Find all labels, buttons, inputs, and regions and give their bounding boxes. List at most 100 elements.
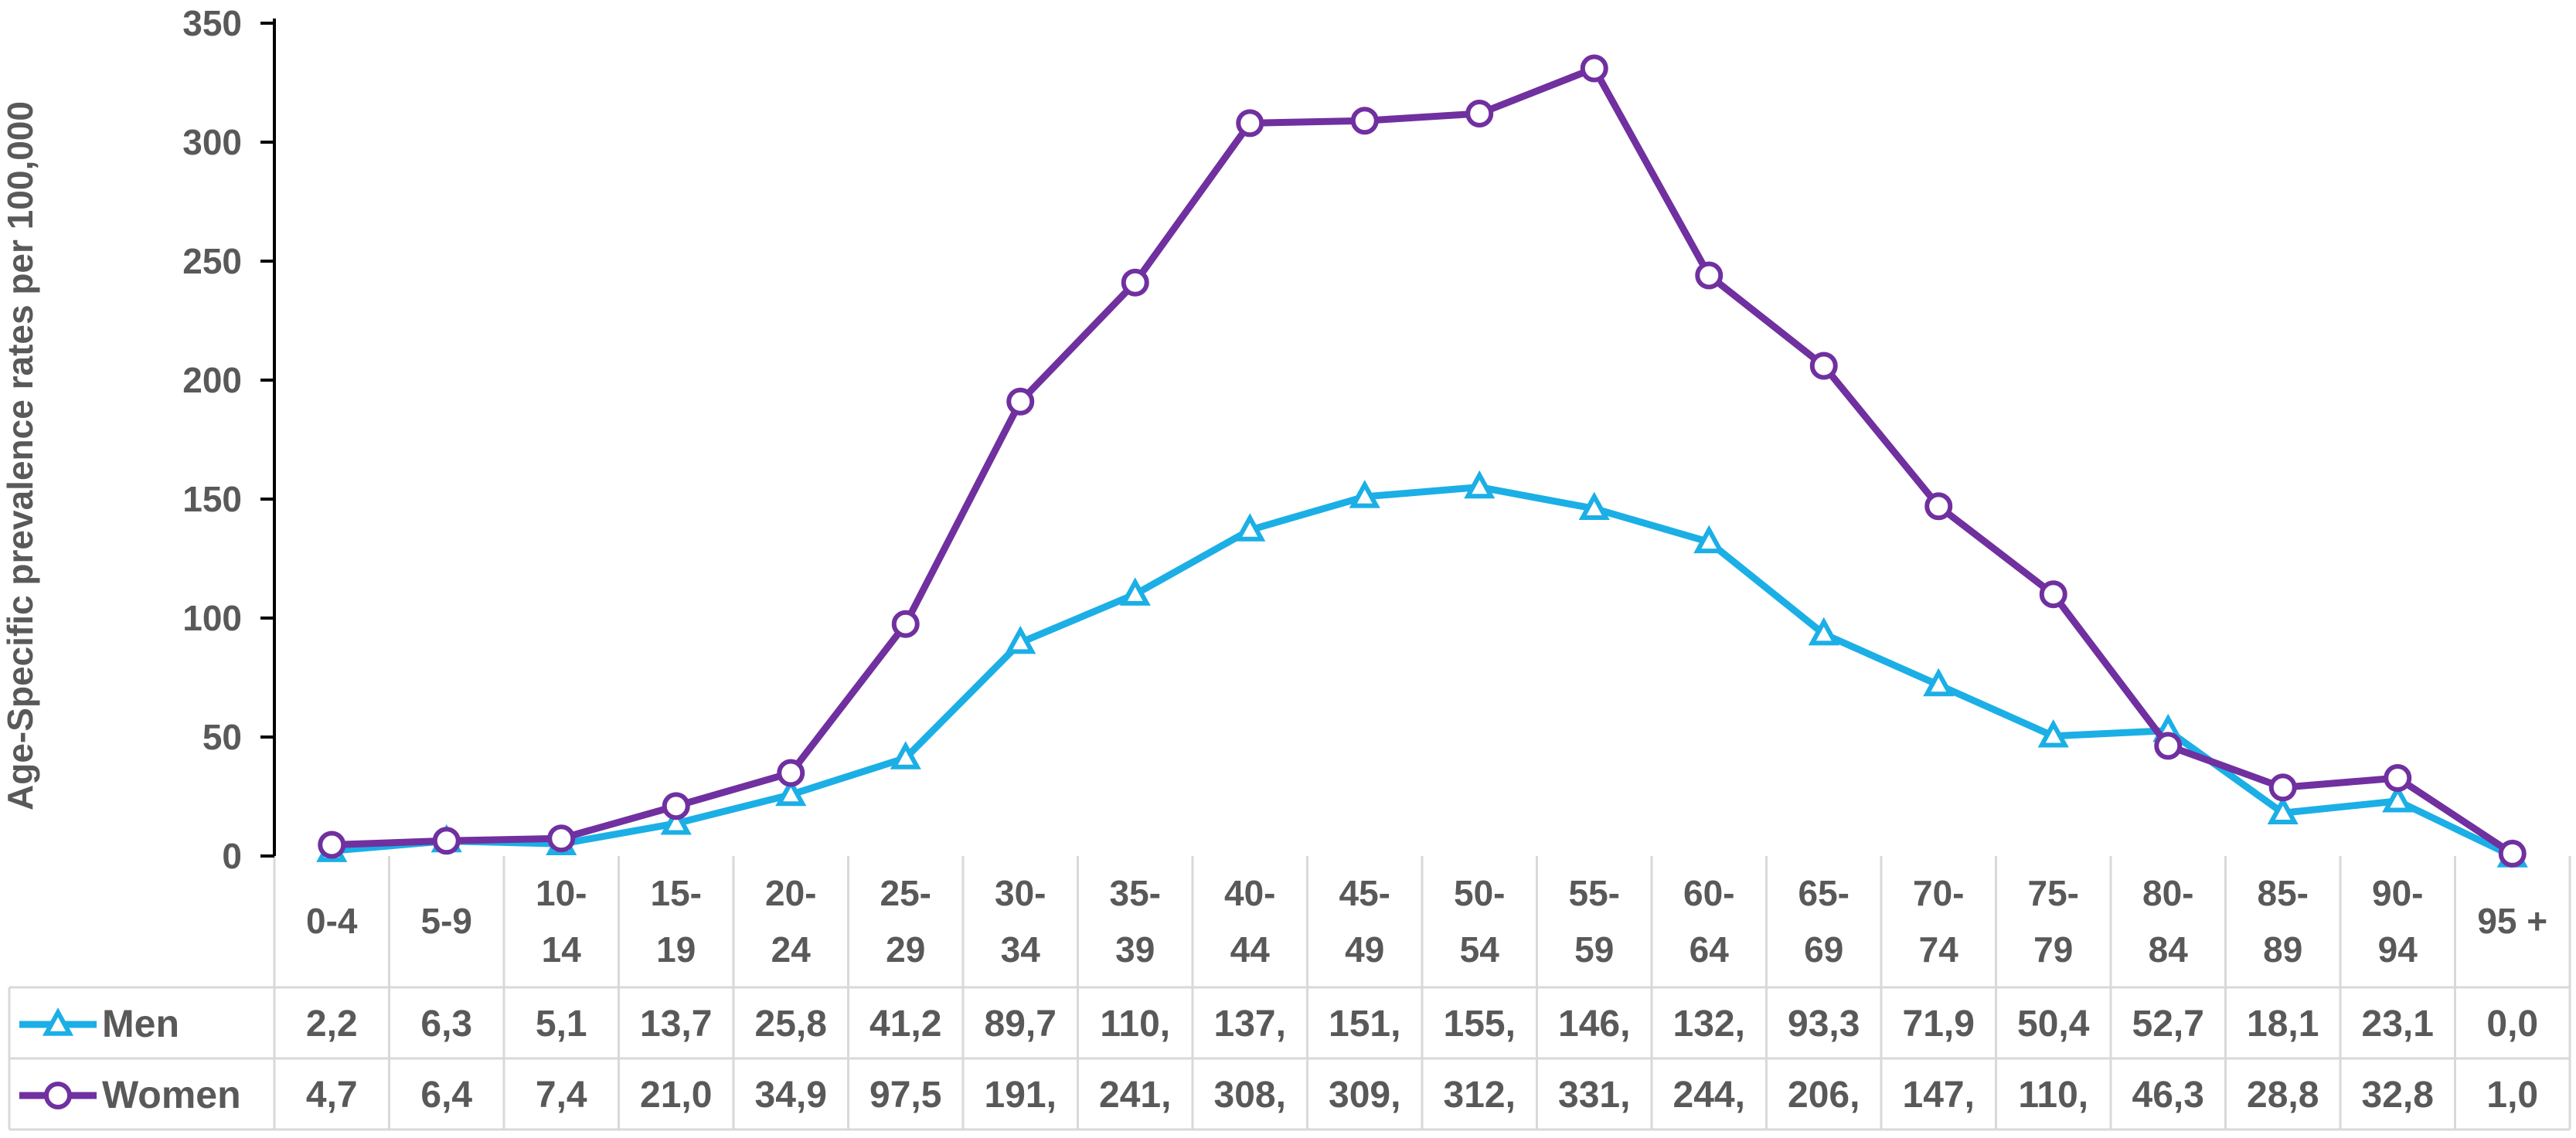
data-point-women <box>1809 352 1838 380</box>
table-cell-value: 32,8 <box>2362 1075 2434 1116</box>
series-line-men <box>328 484 2516 860</box>
data-point-women <box>1695 261 1724 290</box>
table-cell-value: 312, <box>1444 1075 1516 1116</box>
y-tick-label: 100 <box>182 598 242 638</box>
table-cell-value: 41,2 <box>869 1004 941 1045</box>
legend-key-marker <box>44 1082 72 1109</box>
category-label: 64 <box>1690 929 1730 970</box>
y-tick-label: 0 <box>222 836 242 876</box>
category-label: 44 <box>1230 929 1271 970</box>
y-tick-label: 350 <box>182 3 242 43</box>
data-point-men <box>660 806 692 835</box>
data-point-women <box>547 824 576 853</box>
category-label: 59 <box>1574 929 1614 970</box>
data-point-women <box>1121 268 1149 297</box>
category-label: 84 <box>2149 929 2189 970</box>
data-point-women <box>1580 54 1608 83</box>
category-label: 94 <box>2378 929 2418 970</box>
table-cell-value: 244, <box>1673 1075 1745 1116</box>
category-label: 90- <box>2372 873 2423 913</box>
data-point-men <box>2037 718 2069 748</box>
category-label: 75- <box>2028 873 2079 913</box>
category-label: 24 <box>771 929 812 970</box>
table-cell-value: 206, <box>1788 1075 1860 1116</box>
table-cell-value: 6,3 <box>420 1004 472 1045</box>
table-cell-value: 146, <box>1558 1004 1630 1045</box>
data-point-women <box>891 610 920 638</box>
table-cell-value: 28,8 <box>2247 1075 2319 1116</box>
table-cell-value: 137, <box>1214 1004 1286 1045</box>
data-point-women <box>1350 107 1379 135</box>
series-women <box>318 54 2527 868</box>
data-point-women <box>2154 732 2183 760</box>
table-cell-value: 93,3 <box>1788 1004 1860 1045</box>
y-axis-title: Age-Specific prevalence rates per 100,00… <box>0 101 40 810</box>
data-point-women <box>432 827 461 855</box>
category-label: 70- <box>1913 873 1964 913</box>
table-cell-value: 1,0 <box>2486 1075 2538 1116</box>
table-cell-value: 97,5 <box>869 1075 941 1116</box>
category-label: 54 <box>1460 929 1500 970</box>
category-label: 74 <box>1919 929 1959 970</box>
category-label: 19 <box>656 929 696 970</box>
category-label: 60- <box>1683 873 1734 913</box>
data-point-men <box>1119 577 1151 606</box>
data-point-men <box>1349 480 1380 508</box>
table-cell-value: 132, <box>1673 1004 1745 1045</box>
plot-area <box>316 54 2528 868</box>
table-cell-value: 13,7 <box>640 1004 712 1045</box>
table-cell-value: 52,7 <box>2132 1004 2204 1045</box>
data-point-women <box>2039 580 2067 609</box>
table-cell-value: 110, <box>1100 1004 1170 1045</box>
legend-key-marker <box>42 1007 74 1036</box>
table-cell-value: 23,1 <box>2362 1004 2434 1045</box>
series-men <box>316 470 2528 868</box>
table-cell-value: 5,1 <box>536 1004 587 1045</box>
category-label: 65- <box>1798 873 1849 913</box>
category-label: 15- <box>651 873 702 913</box>
table-cell-value: 309, <box>1329 1075 1400 1116</box>
data-point-men <box>775 777 807 807</box>
data-point-men <box>1923 668 1955 697</box>
category-label: 0-4 <box>306 901 358 941</box>
data-point-women <box>777 759 805 787</box>
y-tick-label: 200 <box>182 360 242 400</box>
table-cell-value: 71,9 <box>1903 1004 1975 1045</box>
y-tick-label: 300 <box>182 122 242 162</box>
y-tick-label: 50 <box>202 717 242 757</box>
data-point-women <box>318 831 346 859</box>
category-label: 95 + <box>2477 901 2547 941</box>
data-point-men <box>2382 784 2414 813</box>
table-cell-value: 2,2 <box>306 1004 358 1045</box>
legend-label: Women <box>102 1073 241 1116</box>
table-cell-value: 308, <box>1214 1075 1286 1116</box>
data-point-men <box>1808 617 1839 646</box>
table-cell-value: 7,4 <box>536 1075 587 1116</box>
series-line-women <box>328 65 2516 858</box>
y-tick-label: 150 <box>182 479 242 519</box>
category-label: 30- <box>995 873 1046 913</box>
data-point-men <box>890 741 921 769</box>
table-cell-value: 34,9 <box>755 1075 827 1116</box>
table-cell-value: 191, <box>985 1075 1057 1116</box>
table-cell-value: 18,1 <box>2247 1004 2319 1045</box>
category-label: 39 <box>1115 929 1155 970</box>
category-label: 89 <box>2263 929 2302 970</box>
data-point-women <box>662 792 690 820</box>
table-cell-value: 0,0 <box>2486 1004 2538 1045</box>
table-cell-value: 6,4 <box>420 1075 472 1116</box>
category-label: 45- <box>1339 873 1390 913</box>
table-cell-value: 21,0 <box>640 1075 712 1116</box>
table-cell-value: 155, <box>1444 1004 1516 1045</box>
category-label: 40- <box>1224 873 1275 913</box>
category-label: 14 <box>542 929 582 970</box>
table-cell-value: 331, <box>1558 1075 1630 1116</box>
data-point-women <box>1006 387 1035 416</box>
table-cell-value: 151, <box>1329 1004 1400 1045</box>
table-cell-value: 110, <box>2018 1075 2088 1116</box>
data-point-men <box>2267 796 2299 824</box>
data-point-women <box>2498 839 2527 868</box>
category-label: 35- <box>1110 873 1161 913</box>
category-label: 69 <box>1804 929 1843 970</box>
